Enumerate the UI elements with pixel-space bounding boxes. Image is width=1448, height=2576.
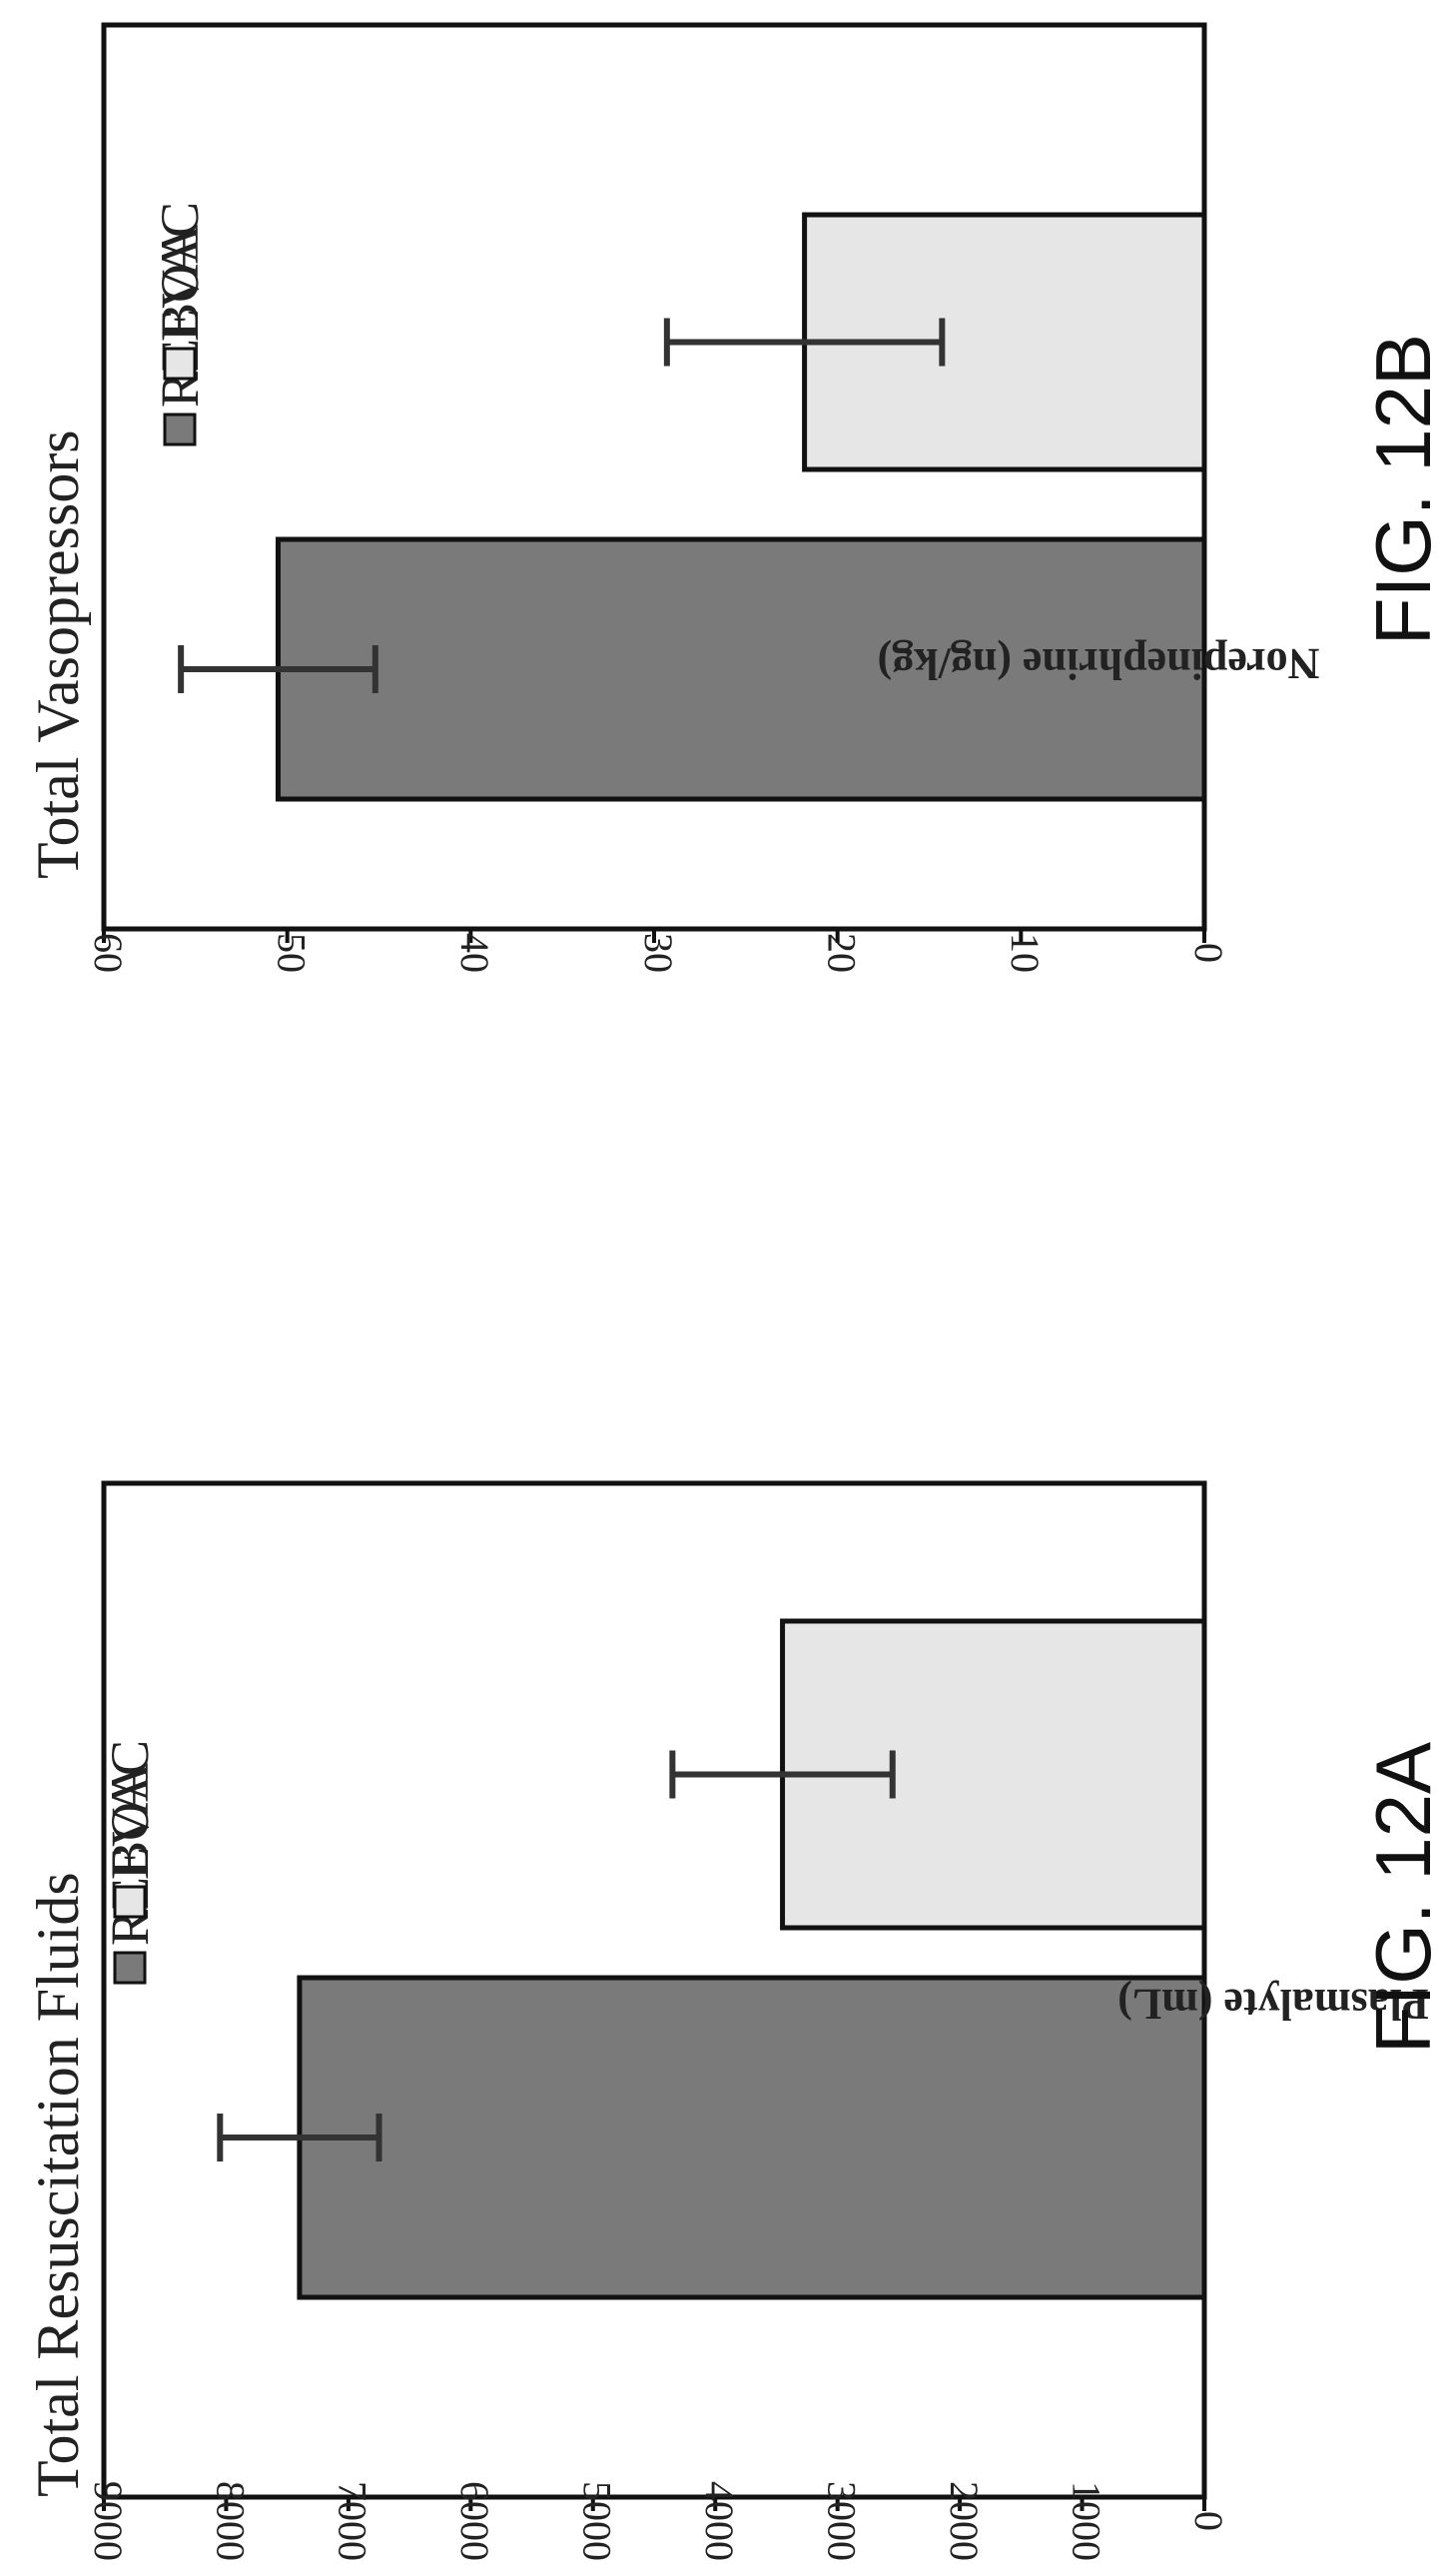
- tick-label: 0: [1186, 2511, 1231, 2531]
- legend-swatch: [113, 1885, 147, 1919]
- tick-label: 0: [1186, 943, 1231, 963]
- legend-item-evac: EVAC: [150, 202, 210, 381]
- tick-label: 4000: [697, 2481, 742, 2561]
- chart-12a: 0 1000 2000 3000 4000 5000 6000 7000 8000 9000 RE…: [25, 1480, 1447, 2561]
- chart-12a-error-bars: [217, 1750, 896, 2161]
- bar-reboa: [297, 1975, 1207, 2300]
- chart-12a-y-axis-label: Plasmalyte (mL): [1117, 1980, 1429, 2029]
- tick-label: 60: [86, 933, 131, 973]
- legend-item-reboa: REBOA: [100, 1763, 160, 1985]
- tick-label: 2000: [942, 2481, 987, 2561]
- legend-swatch: [163, 347, 197, 381]
- legend-label: EVAC: [150, 202, 210, 342]
- chart-12a-ticks: 0 1000 2000 3000 4000 5000 6000 7000 8000 9000: [86, 2481, 1231, 2561]
- chart-12b-bars: [275, 212, 1207, 802]
- chart-12b-title: Total Vasopressors: [25, 429, 91, 879]
- tick-label: 1000: [1064, 2481, 1108, 2561]
- legend-swatch: [163, 413, 197, 446]
- tick-label: 6000: [452, 2481, 497, 2561]
- chart-12a-title: Total Resuscitation Fluids: [25, 1872, 91, 2497]
- tick-label: 5000: [575, 2481, 620, 2561]
- tick-label: 40: [452, 933, 497, 973]
- figure-label-12a: FIG. 12A: [1359, 1742, 1447, 2054]
- legend-item-evac: EVAC: [100, 1740, 160, 1919]
- tick-label: 10: [1003, 933, 1048, 973]
- bar-reboa: [275, 536, 1207, 802]
- tick-label: 30: [636, 933, 681, 973]
- figure-label-12b: FIG. 12B: [1359, 334, 1447, 645]
- chart-12b-ticks: 0 10 20 30 40 50 60: [86, 929, 1231, 973]
- chart-12a-bars: [297, 1618, 1207, 2300]
- tick-label: 7000: [331, 2481, 375, 2561]
- tick-label: 3000: [819, 2481, 864, 2561]
- error-bar-evac: [663, 318, 946, 367]
- tick-label: 20: [819, 933, 864, 973]
- error-bar-reboa: [217, 2114, 382, 2161]
- chart-12b-y-axis-label: Norepinephrine (ng/kg): [878, 639, 1320, 688]
- error-bar-evac: [669, 1750, 896, 1799]
- legend-label: EVAC: [100, 1740, 160, 1880]
- error-bar-reboa: [178, 645, 378, 693]
- tick-label: 50: [269, 933, 314, 973]
- tick-label: 9000: [86, 2481, 131, 2561]
- chart-12b-error-bars: [178, 318, 946, 693]
- tick-label: 8000: [208, 2481, 253, 2561]
- legend-swatch: [113, 1951, 147, 1985]
